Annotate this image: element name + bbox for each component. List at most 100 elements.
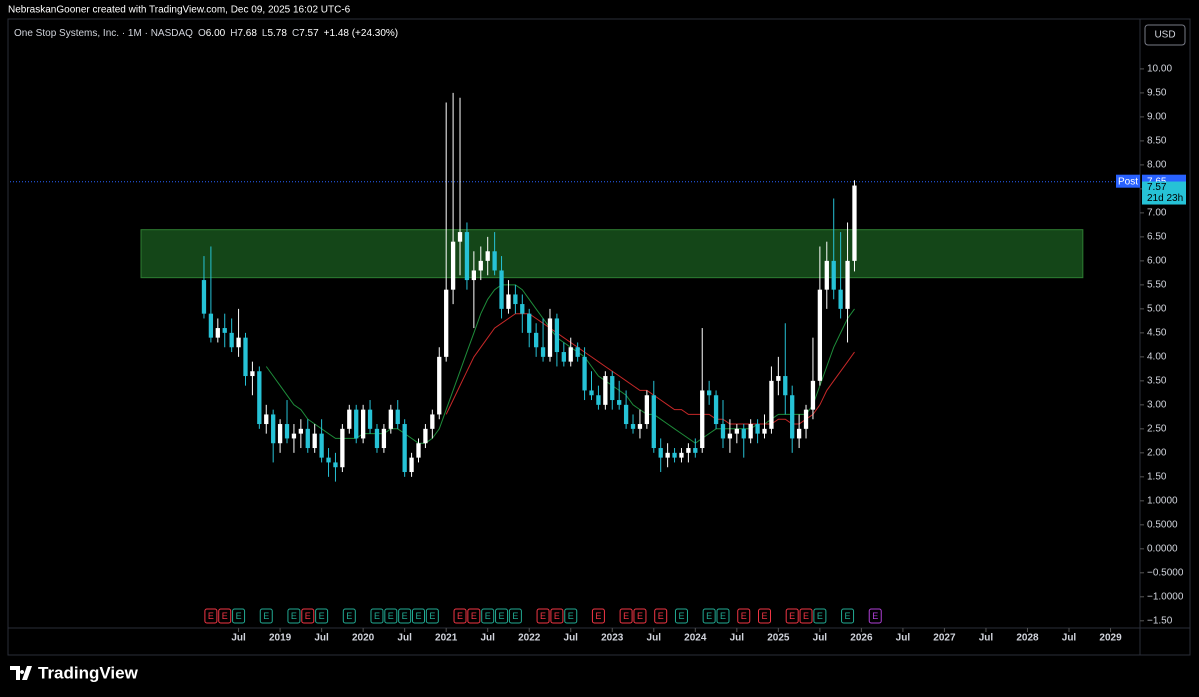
- earnings-label: E: [845, 611, 851, 621]
- candle-body: [513, 294, 518, 305]
- currency-button[interactable]: [1144, 24, 1186, 46]
- candle-body: [623, 404, 629, 425]
- x-tick-label: Jul: [480, 633, 495, 644]
- earnings-marker: [550, 608, 564, 624]
- earnings-marker: [758, 608, 772, 624]
- candle-body: [485, 251, 490, 261]
- earnings-label: E: [720, 611, 726, 621]
- earnings-label: E: [499, 611, 505, 621]
- legend-item: +1.48 (+24.30%): [324, 28, 399, 39]
- candle-body: [333, 462, 338, 468]
- x-tick-label: Jul: [647, 633, 662, 644]
- candle-body: [457, 232, 463, 242]
- earnings-marker: [841, 608, 855, 624]
- x-tick-label: Jul: [314, 633, 329, 644]
- earnings-label: E: [678, 611, 684, 621]
- earnings-marker: [633, 608, 647, 624]
- earnings-marker: [315, 608, 329, 624]
- y-tick-label: 7.00: [1147, 208, 1167, 219]
- candle-body: [776, 376, 781, 381]
- earnings-marker: [411, 608, 425, 624]
- earnings-label: E: [263, 611, 269, 621]
- legend-item: L: [262, 28, 268, 39]
- earnings-marker: [384, 608, 398, 624]
- tradingview-logo: TradingView: [10, 663, 139, 682]
- candle-body: [748, 424, 753, 439]
- candle-body: [201, 280, 207, 314]
- candle-body: [589, 390, 594, 396]
- y-tick-label: 1.0000: [1147, 495, 1178, 506]
- currency[interactable]: USD: [1154, 30, 1175, 41]
- earnings-label: E: [512, 611, 518, 621]
- x-tick-label: Jul: [231, 633, 246, 644]
- earnings-marker: [301, 608, 315, 624]
- legend-item: One Stop Systems, Inc. · 1M · NASDAQ: [14, 28, 193, 39]
- candle-body: [817, 289, 823, 381]
- earnings-label: E: [637, 611, 643, 621]
- legend-item: O: [198, 28, 206, 39]
- y-tick-label: 0.5000: [1147, 519, 1178, 530]
- candle-body: [596, 395, 601, 405]
- earnings-label: E: [457, 611, 463, 621]
- candle-body: [803, 409, 809, 429]
- candle-body: [243, 337, 248, 377]
- earnings-label: E: [208, 611, 214, 621]
- candle-body: [271, 414, 276, 444]
- candle-body: [450, 241, 456, 290]
- x-tick-label: Jul: [979, 633, 994, 644]
- candle-body: [665, 452, 670, 458]
- x-tick-label: 2022: [518, 633, 541, 644]
- earnings-label: E: [471, 611, 477, 621]
- candle-body: [284, 424, 290, 439]
- candle-body: [402, 424, 407, 473]
- post-label: Post: [1118, 176, 1138, 187]
- earnings-label: E: [388, 611, 394, 621]
- candle-body: [630, 424, 636, 429]
- earnings-label: E: [305, 611, 311, 621]
- earnings-marker: [204, 608, 218, 624]
- x-tick-label: 2023: [601, 633, 624, 644]
- candle-body: [568, 347, 573, 362]
- candle-body: [644, 395, 650, 425]
- candle-body: [637, 424, 643, 429]
- candle-body: [693, 448, 698, 453]
- candle-body: [305, 428, 310, 449]
- earnings-label: E: [568, 611, 574, 621]
- candle-body: [582, 356, 587, 391]
- y-tick-label: 4.00: [1147, 351, 1167, 362]
- resistance-zone: [140, 229, 1084, 279]
- candle-body: [603, 376, 608, 405]
- earnings-marker: [619, 608, 633, 624]
- earnings-marker: [702, 608, 716, 624]
- earnings-label: E: [236, 611, 242, 621]
- earnings-label: E: [222, 611, 228, 621]
- earnings-marker: [495, 608, 509, 624]
- x-tick-label: Jul: [730, 633, 745, 644]
- y-tick-label: 2.50: [1147, 423, 1167, 434]
- close-price: 7.57: [1147, 182, 1167, 193]
- candle-body: [416, 443, 421, 458]
- candle-body: [277, 424, 283, 444]
- earnings-marker: [453, 608, 467, 624]
- y-tick-label: 8.50: [1147, 136, 1167, 147]
- y-tick-label: −1.50: [1147, 615, 1173, 626]
- candle-body: [430, 414, 435, 429]
- candle-body: [229, 332, 234, 348]
- candle-body: [707, 390, 712, 396]
- candle-body: [713, 395, 719, 425]
- candle-body: [257, 371, 262, 425]
- candle-body: [208, 313, 214, 338]
- candle-body: [388, 409, 393, 429]
- legend-item: 7.57: [299, 28, 319, 39]
- candle-body: [222, 328, 227, 333]
- x-tick-label: 2028: [1016, 633, 1039, 644]
- candle-body: [554, 318, 560, 353]
- earnings-label: E: [623, 611, 629, 621]
- candle-body: [790, 395, 795, 439]
- candle-body: [796, 428, 802, 439]
- earnings-marker: [425, 608, 439, 624]
- earnings-marker: [508, 608, 522, 624]
- candle-body: [617, 400, 622, 405]
- x-tick-label: 2026: [850, 633, 873, 644]
- candle-body: [423, 428, 428, 444]
